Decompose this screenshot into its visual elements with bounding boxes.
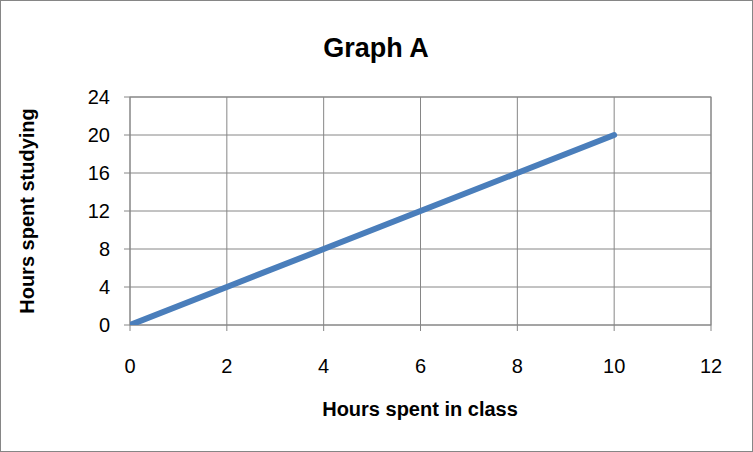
y-tick-label: 24 [88,86,110,108]
y-tick-label: 8 [99,238,110,260]
x-grid-line [517,97,518,325]
y-tick-label: 16 [88,162,110,184]
chart-svg: 04812162024024681012Graph AHours spent i… [0,0,753,452]
x-tick-label: 4 [318,355,329,377]
x-tick [130,325,131,331]
x-tick-label: 10 [603,355,625,377]
x-tick-label: 8 [512,355,523,377]
x-tick-label: 6 [415,355,426,377]
chart-title: Graph A [323,33,429,63]
y-tick-label: 12 [88,200,110,222]
chart-container: 04812162024024681012Graph AHours spent i… [0,0,753,452]
x-tick [420,325,421,331]
x-tick [323,325,324,331]
data-line [130,135,614,325]
x-tick [226,325,227,331]
y-tick [124,325,130,326]
x-grid-line [226,97,227,325]
x-grid-line [614,97,615,325]
x-tick-label: 0 [124,355,135,377]
y-tick [124,211,130,212]
plot-frame [130,97,711,325]
y-tick-label: 4 [99,276,110,298]
x-tick-label: 2 [221,355,232,377]
y-tick [124,249,130,250]
x-tick-label: 12 [700,355,722,377]
y-tick [124,135,130,136]
x-grid-line [323,97,324,325]
y-tick [124,287,130,288]
grid [124,97,711,331]
x-axis-label: Hours spent in class [322,398,518,420]
y-axis-label: Hours spent studying [16,108,38,314]
x-tick [711,325,712,331]
y-tick-label: 0 [99,314,110,336]
chart-border [1,1,753,452]
y-tick [124,97,130,98]
data-group [130,135,614,325]
y-tick [124,173,130,174]
x-tick [517,325,518,331]
y-tick-label: 20 [88,124,110,146]
x-tick [614,325,615,331]
